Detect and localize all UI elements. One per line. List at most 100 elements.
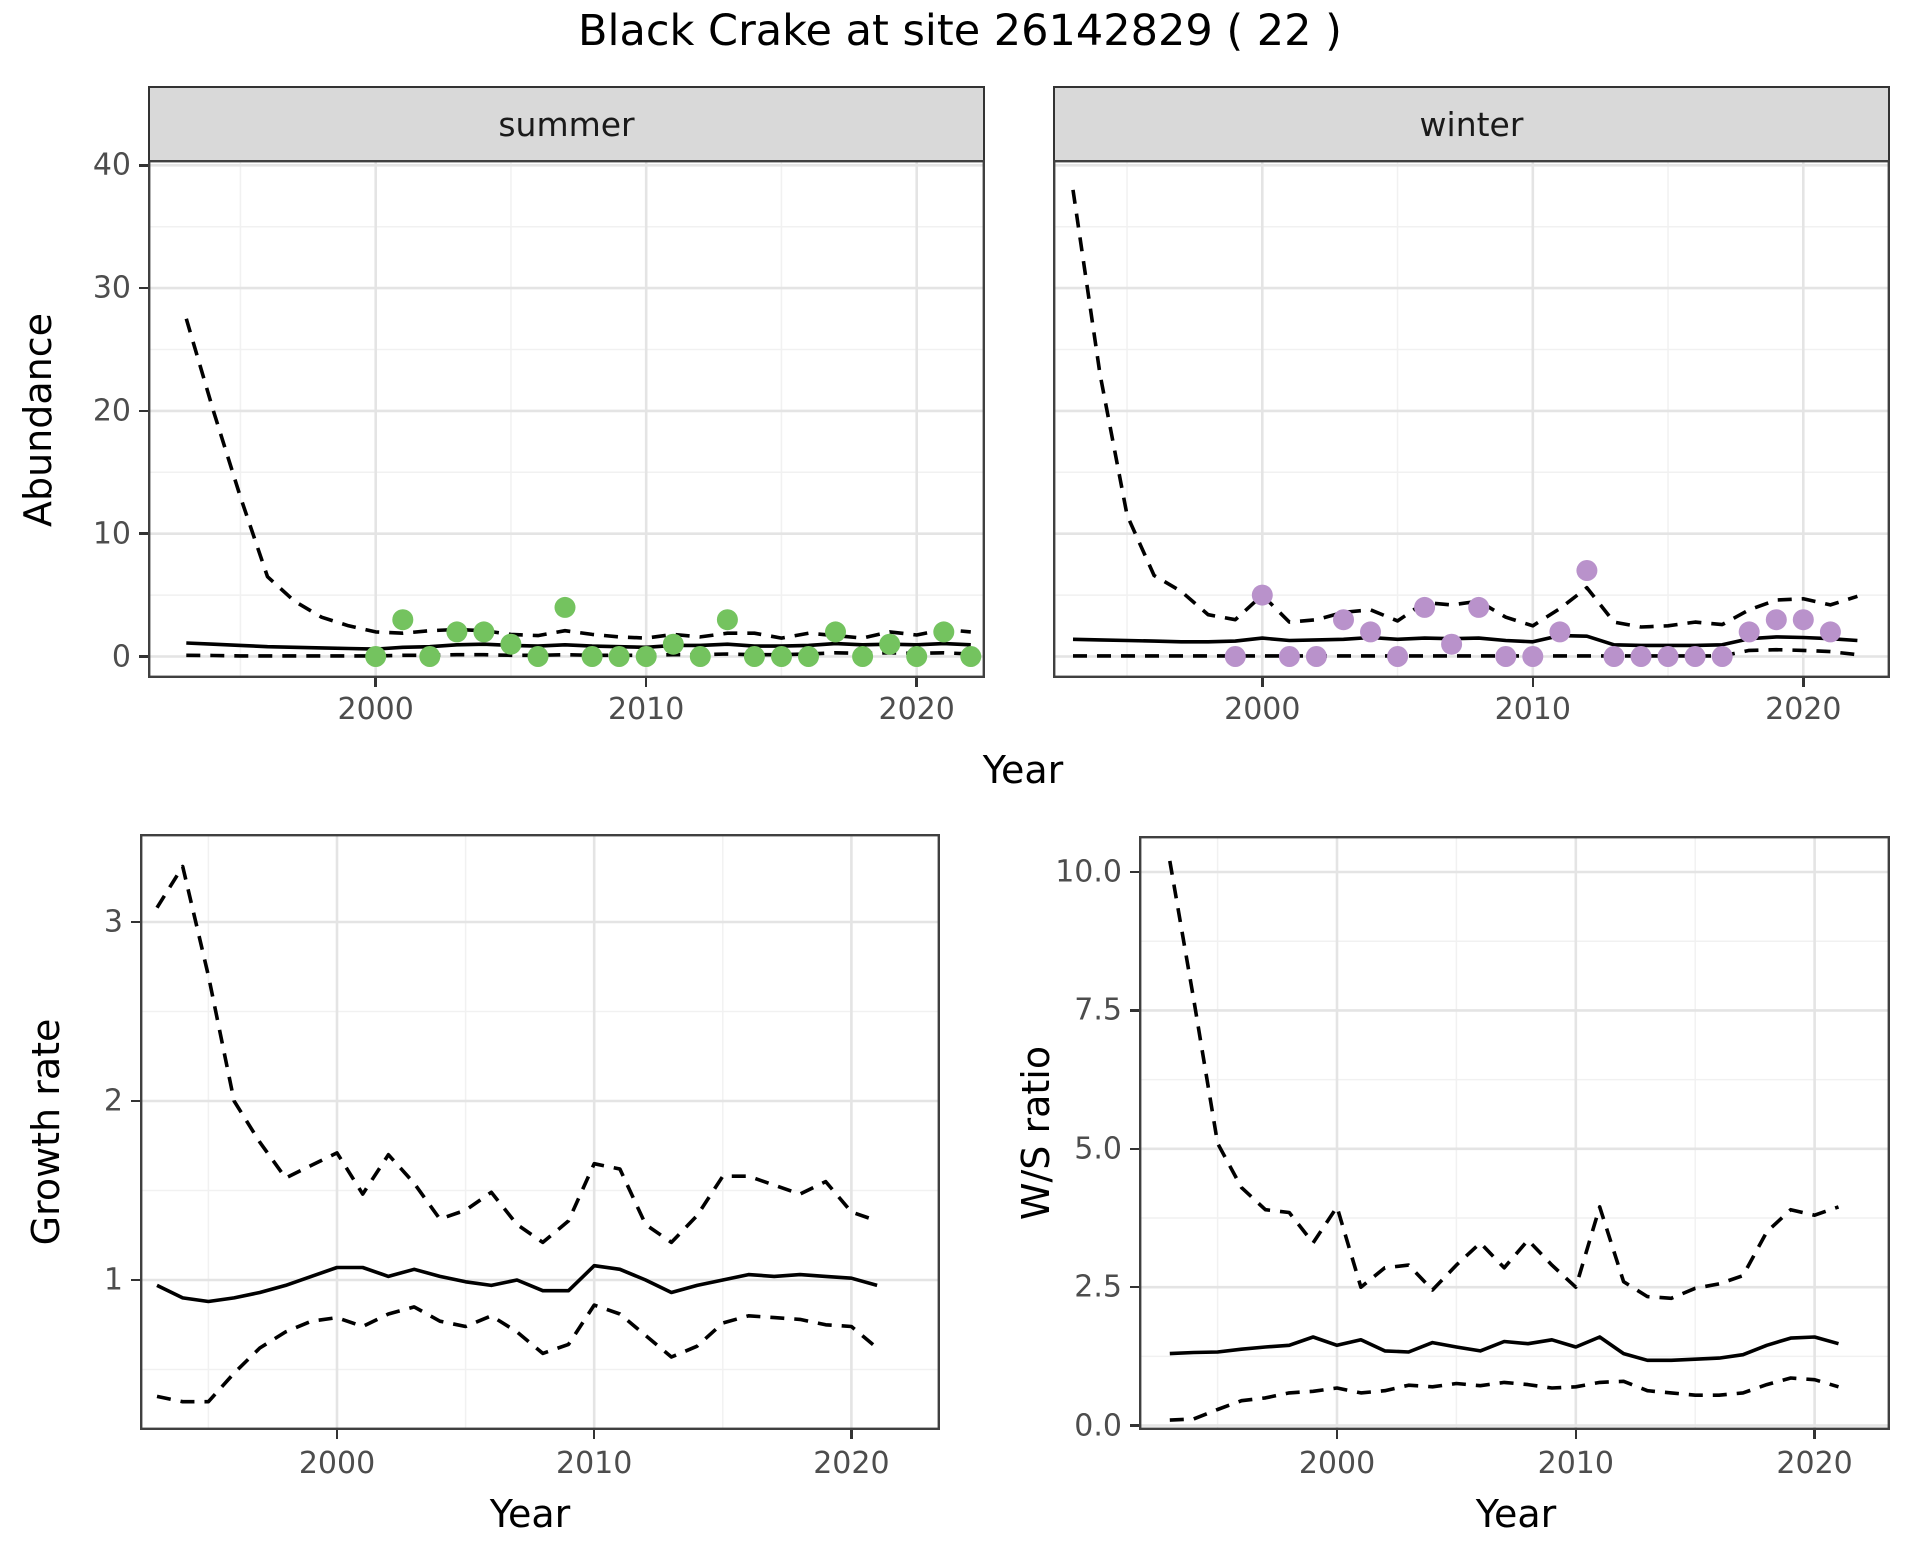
x-tick-mark <box>850 1430 853 1439</box>
x-tick-label: 2000 <box>337 692 414 727</box>
y-tick-mark <box>1130 870 1139 874</box>
x-tick-label: 2000 <box>298 1446 376 1481</box>
x-tick-mark <box>1531 678 1535 687</box>
x-tick-mark <box>644 678 648 687</box>
data-point <box>933 621 955 643</box>
y-tick-label: 10.0 <box>1055 854 1122 890</box>
x-tick-label: 2010 <box>556 1446 633 1481</box>
x-tick-mark <box>592 1430 596 1439</box>
median-line <box>1072 633 1858 648</box>
x-tick-label: 2010 <box>1494 692 1571 727</box>
plot-area-abundance-summer <box>148 160 985 678</box>
panel-border <box>140 834 940 1430</box>
x-tick-label: 2020 <box>1776 1446 1853 1481</box>
data-point <box>1387 646 1409 667</box>
panel-background <box>140 834 940 1430</box>
median-line <box>156 1263 878 1304</box>
data-point <box>1522 646 1544 667</box>
x-tick-label: 2000 <box>1298 1446 1376 1481</box>
facet-strip-summer: summer <box>148 86 985 162</box>
y-tick-mark <box>139 286 148 290</box>
panel-abundance-summer <box>148 160 985 678</box>
panel-abundance-winter <box>1053 160 1890 678</box>
panel-ws-ratio <box>1139 836 1890 1430</box>
panel-border <box>148 160 985 678</box>
data-point <box>1711 646 1733 667</box>
data-point <box>581 646 603 667</box>
x-tick-label: 2000 <box>1224 692 1301 727</box>
data-point <box>1441 633 1463 655</box>
data-point <box>392 609 414 631</box>
median-line <box>186 641 971 651</box>
data-point <box>798 646 819 667</box>
x-tick-mark <box>1813 1430 1816 1439</box>
y-tick-mark <box>139 164 148 167</box>
y-tick-label: 5.0 <box>1074 1131 1122 1167</box>
x-tick-mark <box>374 678 377 687</box>
x-tick-mark <box>1261 678 1264 687</box>
facet-label-winter: winter <box>1419 104 1524 144</box>
data-point <box>1414 596 1436 618</box>
x-tick-label: 2020 <box>878 692 955 727</box>
data-point <box>554 596 576 618</box>
x-tick-mark <box>1574 1430 1578 1439</box>
data-point <box>1603 646 1625 667</box>
y-tick-mark <box>1130 1009 1139 1012</box>
data-point <box>662 633 684 655</box>
data-point <box>1495 646 1517 667</box>
data-point <box>1684 646 1706 667</box>
ci-upper-line <box>1071 189 1858 629</box>
data-point <box>1765 609 1787 631</box>
panel-border <box>1053 160 1890 678</box>
y-tick-mark <box>1130 1285 1139 1289</box>
data-point <box>635 646 657 667</box>
data-point <box>1251 584 1273 606</box>
plot-area-abundance-winter <box>1053 160 1890 678</box>
data-point <box>608 646 630 667</box>
x-tick-mark <box>1802 678 1805 687</box>
y-tick-label: 40 <box>92 147 131 183</box>
x-tick-mark <box>335 1430 339 1439</box>
y-tick-label: 20 <box>92 393 131 429</box>
data-point <box>1549 621 1571 643</box>
x-axis-title-year-ws: Year <box>1475 1492 1557 1536</box>
y-tick-label: 2 <box>103 1083 123 1119</box>
x-tick-mark <box>915 678 918 687</box>
ci-upper-line <box>155 864 878 1245</box>
data-point <box>1360 621 1381 643</box>
plot-title: Black Crake at site 26142829 ( 22 ) <box>578 6 1342 56</box>
data-point <box>879 633 901 655</box>
data-point <box>1468 596 1490 618</box>
data-point <box>419 646 441 667</box>
ci-lower-line <box>156 1303 879 1404</box>
panel-background <box>1053 160 1890 678</box>
x-axis-title-year-growth: Year <box>489 1492 571 1536</box>
ci-lower-line <box>186 650 971 658</box>
panel-background <box>1139 836 1890 1430</box>
data-point <box>771 646 792 667</box>
ci-lower-line <box>1169 1376 1840 1422</box>
x-axis-title-year-top: Year <box>982 748 1064 792</box>
panel-background <box>148 160 985 678</box>
plot-area-growth-rate <box>140 834 940 1430</box>
y-tick-label: 30 <box>92 270 131 306</box>
y-tick-mark <box>1130 1424 1139 1427</box>
data-point <box>527 646 549 667</box>
data-point <box>1576 560 1598 581</box>
x-tick-label: 2010 <box>1537 1446 1614 1481</box>
data-point <box>743 646 765 667</box>
plot-area-ws-ratio <box>1139 836 1890 1430</box>
data-point <box>365 646 387 667</box>
data-point <box>1738 621 1760 643</box>
y-tick-label: 0.0 <box>1074 1408 1122 1444</box>
data-point <box>716 609 738 631</box>
data-point <box>1630 646 1652 667</box>
y-tick-label: 10 <box>92 516 131 552</box>
y-tick-mark <box>131 920 140 924</box>
y-tick-label: 3 <box>103 904 123 940</box>
y-tick-mark <box>139 409 148 413</box>
x-tick-mark <box>1335 1430 1339 1439</box>
y-tick-mark <box>139 532 148 535</box>
y-tick-label: 1 <box>103 1262 123 1298</box>
